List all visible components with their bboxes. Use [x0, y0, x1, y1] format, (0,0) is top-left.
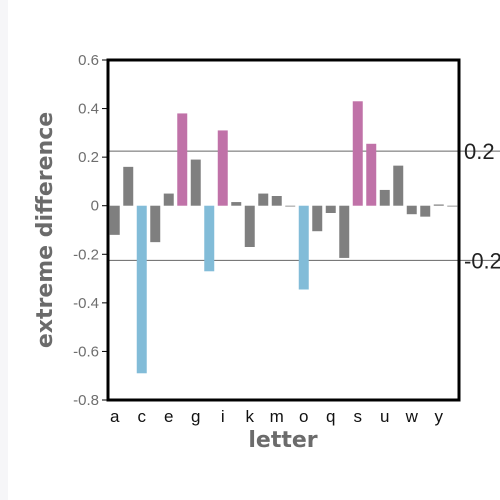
- y-tick-label: 0.2: [78, 149, 99, 166]
- reference-line-label: 0.2: [464, 139, 495, 164]
- y-axis-title: extreme difference: [33, 112, 58, 348]
- y-tick-label: -0.4: [73, 295, 99, 312]
- bar-h: [204, 205, 215, 272]
- bar-t: [366, 143, 377, 206]
- plot-frame: [106, 58, 461, 402]
- x-tick-label: i: [221, 407, 225, 426]
- bar-k: [244, 205, 255, 247]
- bar-z: [447, 205, 458, 207]
- y-tick-label: -0.2: [73, 246, 99, 263]
- x-tick-label: g: [191, 407, 200, 426]
- bars: [109, 101, 458, 374]
- reference-lines: 0.2 -0.2: [108, 139, 500, 273]
- x-tick-label: w: [405, 407, 419, 426]
- bar-a: [109, 205, 120, 235]
- x-tick-label: c: [138, 407, 147, 426]
- bar-u: [379, 189, 390, 206]
- x-tick-label: a: [110, 407, 120, 426]
- x-axis-title: letter: [248, 428, 317, 453]
- bar-n: [285, 205, 296, 207]
- y-tick-label: 0.6: [78, 52, 99, 69]
- bar-o: [298, 205, 309, 290]
- y-tick-label: -0.8: [73, 392, 99, 409]
- chart-card: [8, 0, 500, 500]
- x-tick-label: k: [246, 407, 255, 426]
- y-tick-label: -0.6: [73, 343, 99, 360]
- bar-l: [258, 193, 269, 206]
- bar-y: [433, 204, 444, 206]
- bar-s: [352, 101, 363, 206]
- bar-x: [420, 205, 431, 217]
- bar-m: [271, 196, 282, 206]
- bar-e: [163, 193, 174, 206]
- bar-j: [231, 202, 242, 206]
- bar-c: [136, 205, 147, 374]
- bar-g: [190, 159, 201, 206]
- bar-p: [312, 205, 323, 232]
- y-axis-ticks: 0.6 0.4 0.2 0 -0.2 -0.4 -0.6 -0.8: [73, 52, 108, 409]
- x-tick-label: u: [380, 407, 389, 426]
- bar-w: [406, 205, 417, 215]
- reference-line-label: -0.2: [464, 248, 500, 273]
- bar-d: [150, 205, 161, 243]
- bar-v: [393, 165, 404, 206]
- x-tick-label: m: [270, 407, 284, 426]
- x-tick-label: s: [354, 407, 363, 426]
- bar-r: [339, 205, 350, 258]
- bar-q: [325, 205, 336, 213]
- x-tick-label: q: [326, 407, 335, 426]
- bar-i: [217, 130, 228, 206]
- y-tick-label: 0: [91, 198, 99, 215]
- x-tick-label: y: [435, 407, 444, 426]
- bar-f: [177, 113, 188, 206]
- y-tick-label: 0.4: [78, 101, 99, 118]
- x-tick-label: e: [164, 407, 173, 426]
- x-tick-label: o: [299, 407, 308, 426]
- bar-b: [123, 166, 134, 206]
